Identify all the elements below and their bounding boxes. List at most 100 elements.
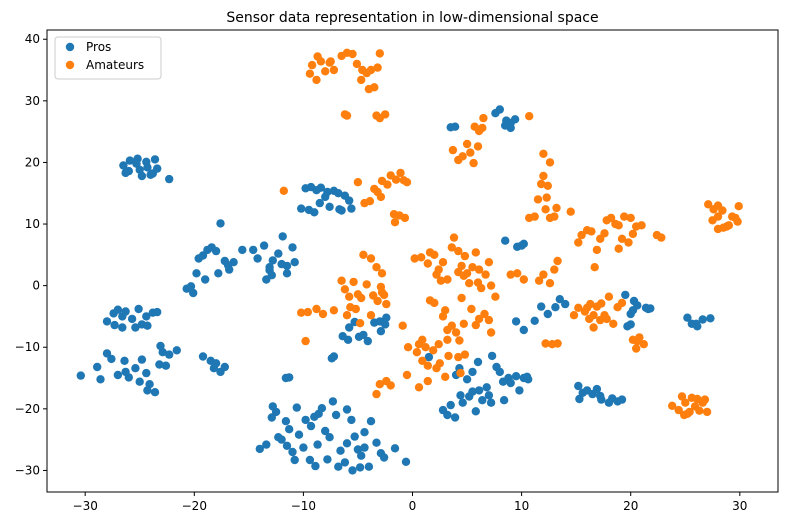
amateurs-point (617, 234, 627, 243)
pros-point (360, 428, 369, 437)
y-tick-label: −20 (15, 402, 40, 416)
pros-point (617, 395, 627, 404)
amateurs-point (329, 65, 339, 75)
pros-point (113, 370, 123, 380)
amateurs-point (539, 171, 548, 181)
amateurs-point (484, 258, 494, 267)
pros-point (501, 236, 510, 245)
amateurs-point (377, 288, 387, 297)
x-tick-label: 0 (409, 499, 417, 513)
amateurs-point (704, 200, 713, 209)
amateurs-point (534, 276, 544, 285)
pros-point (255, 444, 264, 454)
y-tick-label: 30 (25, 94, 40, 108)
amateurs-point (577, 230, 586, 240)
pros-point (323, 455, 332, 464)
pros-point (495, 367, 504, 377)
amateurs-point (657, 233, 666, 242)
amateurs-point (352, 59, 362, 69)
pros-point (575, 394, 584, 404)
amateurs-point (307, 60, 317, 70)
amateurs-point (376, 192, 386, 202)
amateurs-point (569, 311, 579, 320)
amateurs-point (574, 238, 583, 247)
pros-point (150, 388, 160, 397)
amateurs-point (471, 320, 480, 330)
pros-point (288, 243, 297, 252)
amateurs-point (370, 83, 379, 92)
pros-point (424, 352, 434, 362)
amateurs-point (459, 319, 468, 328)
pros-point (621, 290, 630, 300)
amateurs-point (386, 381, 395, 390)
pros-point (186, 282, 196, 291)
x-tick-label: −20 (182, 499, 207, 513)
pros-point (249, 245, 258, 255)
pros-point (357, 451, 366, 460)
amateurs-point (355, 319, 365, 328)
amateurs-point (708, 216, 717, 225)
pros-point (262, 440, 271, 449)
amateurs-point (454, 352, 463, 362)
pros-point (268, 256, 277, 265)
pros-point (161, 361, 171, 370)
amateurs-point (620, 212, 629, 221)
amateurs-point (525, 112, 534, 121)
pros-point (125, 156, 135, 165)
amateurs-point (553, 339, 562, 348)
amateurs-point (668, 401, 677, 410)
amateurs-point (353, 178, 363, 187)
pros-point (561, 299, 570, 309)
pros-point (290, 455, 299, 465)
legend: Pros Amateurs (54, 36, 162, 80)
pros-point (515, 386, 524, 395)
amateurs-point (316, 57, 326, 66)
amateurs-point (436, 276, 446, 285)
pros-point (155, 360, 164, 369)
amateurs-point (542, 193, 551, 202)
pros-point (156, 341, 165, 351)
pros-point (192, 269, 201, 278)
pros-point (331, 410, 341, 420)
pros-point (304, 205, 314, 215)
amateurs-point (550, 265, 559, 274)
pros-point (311, 461, 320, 471)
pros-point (471, 407, 480, 416)
amateurs-point (677, 392, 687, 401)
amateurs-point (396, 168, 405, 178)
pros-point (137, 355, 147, 364)
amateurs-point (473, 142, 483, 151)
pros-point (336, 446, 345, 455)
pros-point (468, 387, 477, 396)
pros-point (281, 417, 291, 426)
pros-point (201, 275, 210, 284)
pros-point (506, 378, 515, 388)
pros-point (350, 432, 359, 441)
pros-point (142, 312, 151, 321)
points-layer (76, 48, 743, 475)
amateurs-point (325, 58, 334, 67)
amateurs-point (318, 309, 328, 319)
amateurs-point (537, 179, 546, 189)
pros-point (462, 375, 472, 384)
pros-point (113, 305, 123, 314)
amateurs-point (373, 63, 382, 72)
x-tick-label: 10 (514, 499, 529, 513)
legend-marker (65, 60, 75, 70)
pros-point (165, 350, 174, 359)
pros-point (390, 444, 400, 453)
amateurs-point (381, 110, 390, 119)
amateurs-point (674, 405, 683, 415)
amateurs-point (713, 224, 723, 234)
x-tick-label: −10 (291, 499, 316, 513)
amateurs-point (373, 296, 382, 306)
pros-point (290, 258, 299, 267)
amateurs-point (305, 69, 315, 78)
pros-point (355, 463, 365, 472)
amateurs-point (402, 178, 412, 187)
pros-point (468, 367, 477, 377)
axes-layer: −30 −20 −10 0 10 20 30 −30 −20 −10 0 10 20 30 40 (15, 29, 779, 513)
amateurs-point (470, 122, 479, 131)
amateurs-point (545, 279, 555, 288)
pros-point (446, 400, 455, 410)
